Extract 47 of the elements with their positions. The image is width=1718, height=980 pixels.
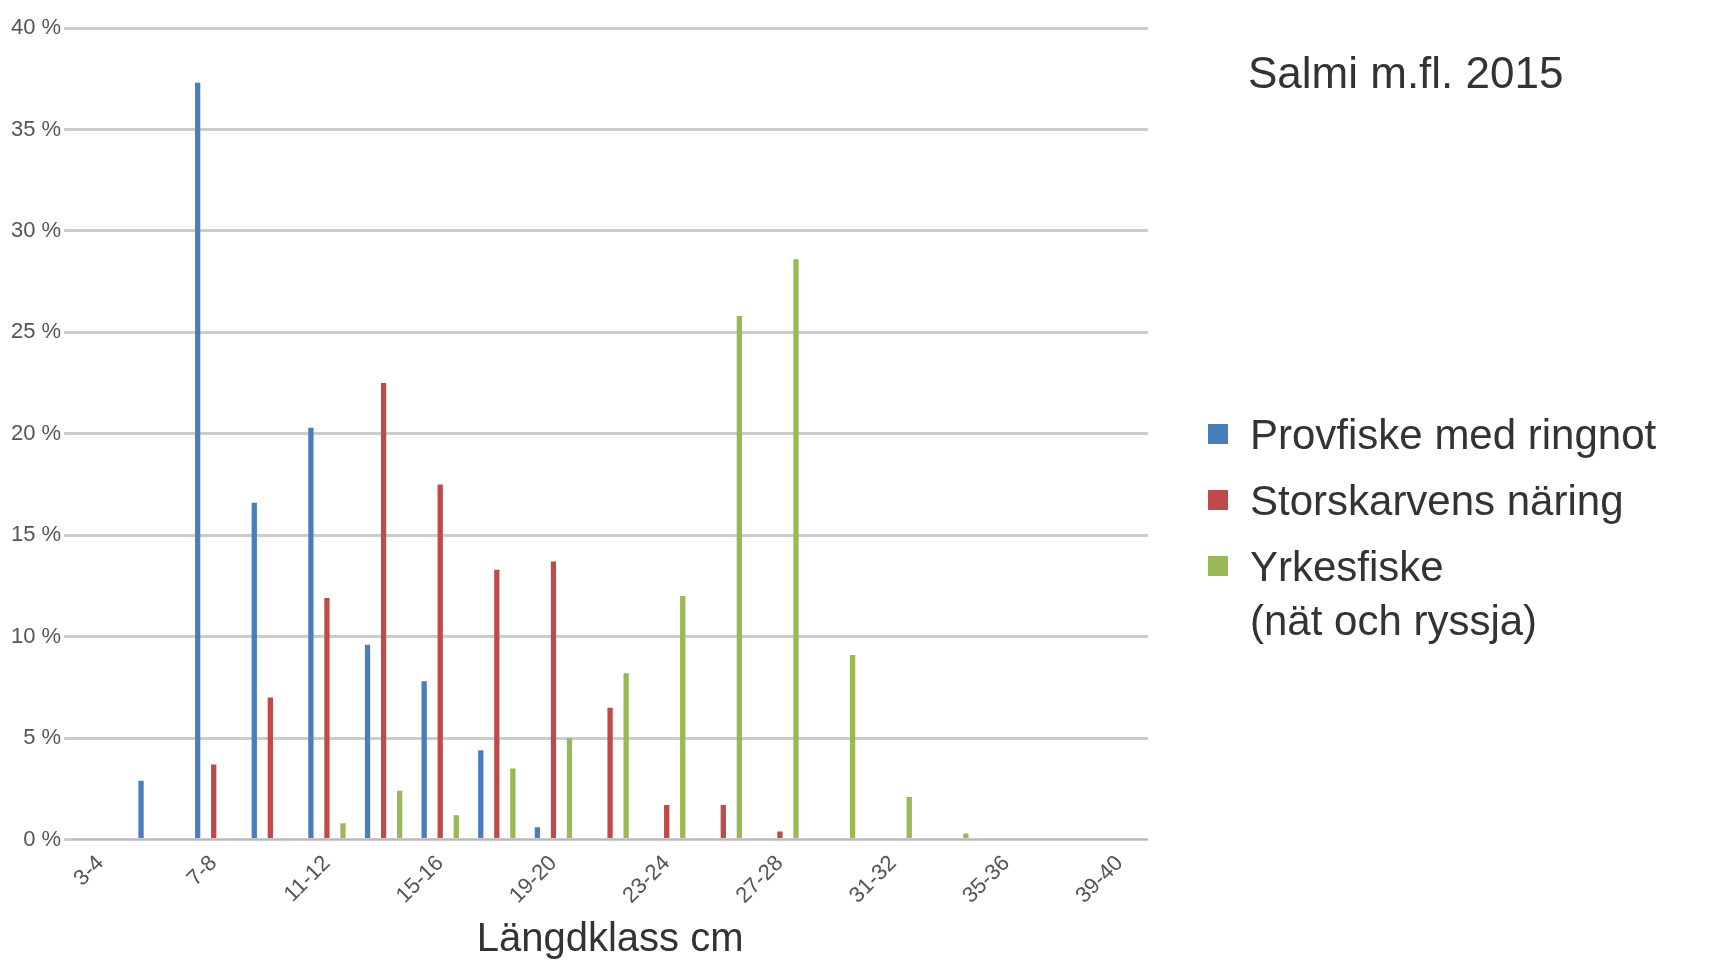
y-tick-label: 25 % [10,318,62,344]
y-tick-label: 30 % [10,216,62,242]
bar [623,673,629,839]
bar [777,831,783,839]
bar [680,596,686,839]
bar [453,815,459,839]
legend-label: Yrkesfiske (nät och ryssja) [1250,542,1538,646]
text: Salmi m.fl. 2015 [1248,48,1564,98]
bar [396,790,403,839]
y-tick-label: 15 % [10,521,62,547]
bar [267,697,273,839]
y-tick-label: 10 % [10,622,62,648]
bar [550,561,557,839]
x-tick-label: 7-8 [181,850,222,891]
bar [510,768,516,839]
y-tick-label: 40 % [10,14,62,40]
bar [963,833,969,839]
bar [211,764,217,839]
bar [736,316,743,839]
bar [421,681,427,839]
bar [308,427,314,839]
bar [906,796,912,839]
bar [437,484,443,839]
bar [849,654,856,839]
bar [720,805,726,839]
y-tick-label: 35 % [10,115,62,141]
bar [364,644,371,839]
x-axis-title: Längdklass cm [476,915,744,960]
bar [380,383,387,839]
bar [478,750,484,839]
x-tick-label: 3-4 [68,850,109,891]
bar [340,823,346,839]
bar [195,82,201,839]
legend-label: Provfiske med ringnot [1250,410,1657,460]
bar [138,780,144,839]
legend-label: Storskarvens näring [1250,476,1624,526]
bar [494,569,500,839]
bar [664,805,670,839]
y-tick-label: 5 % [23,724,62,750]
bar [607,707,613,839]
bar [534,827,541,839]
y-tick-label: 20 % [10,419,62,445]
bar [793,259,799,839]
bar [251,502,257,839]
bar [566,738,573,839]
bar [324,598,330,839]
y-tick-label: 0 % [23,825,62,851]
